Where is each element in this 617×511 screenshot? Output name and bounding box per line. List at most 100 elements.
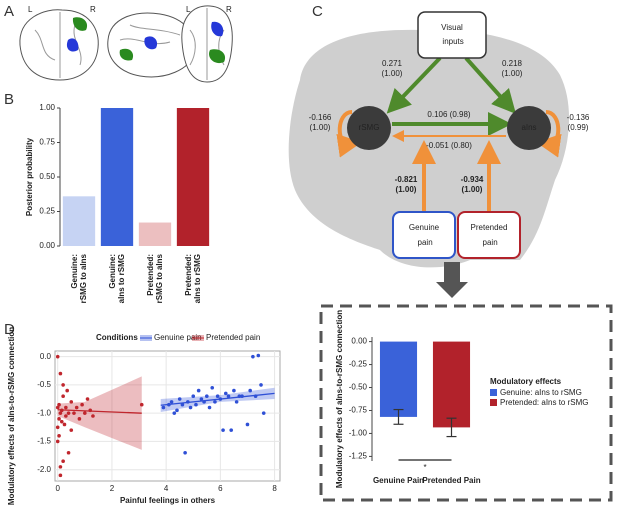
y-tick-label: 1.00 — [39, 103, 55, 112]
point — [64, 414, 68, 418]
fit-line — [160, 392, 275, 406]
point — [251, 354, 255, 359]
x-tick-label: Pretended: — [184, 254, 193, 296]
y-tick-label: -2.0 — [37, 465, 51, 474]
point — [58, 411, 63, 415]
point — [55, 354, 60, 359]
point — [74, 405, 79, 410]
point — [58, 473, 63, 478]
y-tick-label: 0.00 — [351, 337, 367, 346]
inset-frame — [319, 304, 613, 502]
y-tick-label: -0.25 — [349, 360, 368, 369]
point — [207, 405, 212, 410]
point — [83, 411, 87, 415]
point — [61, 383, 65, 387]
panel-label: B — [4, 91, 14, 108]
y-tick-label: 0.50 — [39, 172, 55, 181]
point — [66, 411, 71, 415]
point — [261, 411, 266, 415]
point — [215, 394, 220, 399]
x-tick-label: aIns to rSMG — [193, 254, 202, 303]
point — [221, 428, 225, 432]
edge-label: 0.218 — [502, 59, 523, 68]
point — [64, 405, 68, 410]
node-label: rSMG — [359, 123, 380, 132]
panel-label: D — [4, 321, 15, 338]
point — [55, 425, 60, 430]
point — [259, 383, 263, 387]
y-tick-label: -1.0 — [37, 408, 51, 417]
edge-label: -0.051 (0.80) — [426, 141, 472, 150]
x-tick-label: Genuine Pain — [373, 476, 424, 485]
point — [175, 408, 179, 413]
legend-swatch — [490, 389, 497, 396]
x-tick-label: 8 — [272, 484, 277, 493]
y-tick-label: 0.00 — [39, 241, 55, 250]
brain-views — [19, 5, 233, 83]
node-label: Pretended pain — [471, 223, 508, 247]
edge-label: 0.271 — [382, 59, 403, 68]
bar — [379, 341, 418, 417]
point — [245, 422, 250, 427]
point — [232, 388, 236, 393]
edge-label: 0.106 (0.98) — [427, 110, 470, 119]
bar — [100, 108, 134, 246]
edge-label: (1.00) — [462, 185, 483, 194]
legend-title: Conditions — [96, 333, 138, 342]
point — [61, 394, 65, 399]
legend-label: Genuine pain — [154, 333, 202, 342]
y-tick-label: 0.75 — [39, 138, 55, 147]
x-tick-label: aIns to rSMG — [117, 254, 126, 303]
diagram-arrows — [336, 56, 562, 298]
point — [59, 419, 64, 424]
point — [61, 459, 65, 464]
point — [161, 405, 166, 410]
x-tick-label: 0 — [55, 484, 60, 493]
point — [85, 397, 90, 401]
brain-side-label: R — [90, 5, 96, 14]
bar — [62, 196, 96, 246]
edge-label: (1.00) — [382, 69, 403, 78]
point — [199, 397, 204, 401]
point — [57, 433, 61, 438]
point — [57, 402, 61, 407]
point — [205, 394, 209, 399]
edge-label: -0.136 — [567, 113, 590, 122]
x-axis-label: Painful feelings in others — [120, 496, 216, 505]
y-tick-label: -0.50 — [349, 383, 368, 392]
point — [172, 411, 177, 415]
y-tick-label: 0.0 — [40, 352, 52, 361]
edge-label: (1.00) — [396, 185, 417, 194]
brain-side-label: L — [28, 5, 33, 14]
point — [188, 405, 193, 410]
y-tick-label: -1.25 — [349, 452, 368, 461]
x-tick-label: 2 — [110, 484, 115, 493]
legend-label: Pretended pain — [206, 333, 260, 342]
legend-swatch — [490, 399, 497, 406]
point — [139, 402, 144, 407]
panel-label: C — [312, 3, 323, 20]
bar — [138, 222, 172, 246]
y-axis-label: Modulatory effects of aIns-to-rSMG conne… — [7, 327, 16, 505]
point — [62, 422, 67, 427]
point — [226, 394, 231, 399]
x-tick-label: rSMG to aIns — [155, 253, 164, 303]
edge-label: (1.00) — [310, 123, 331, 132]
x-tick-label: Pretended: — [146, 254, 155, 296]
legend-label: Genuine: aIns to rSMG — [500, 388, 582, 397]
panel-label: A — [4, 3, 14, 20]
node-label: Visual inputs — [440, 23, 464, 46]
point — [69, 400, 74, 404]
point — [91, 414, 95, 418]
point — [183, 450, 187, 455]
y-axis-label: Posterior probability — [25, 137, 34, 216]
point — [77, 417, 82, 421]
y-tick-label: -0.5 — [37, 380, 51, 389]
point — [180, 402, 185, 407]
y-tick-label: 0.25 — [39, 207, 55, 216]
x-tick-label: Genuine: — [70, 254, 79, 289]
point — [177, 397, 182, 401]
edge-label: (1.00) — [502, 69, 523, 78]
confidence-band — [57, 376, 142, 450]
